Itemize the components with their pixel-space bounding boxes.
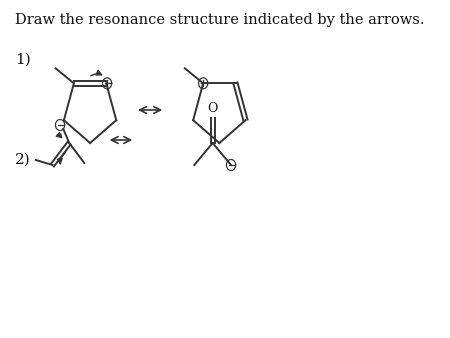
Text: 2): 2)	[15, 153, 31, 167]
Text: Draw the resonance structure indicated by the arrows.: Draw the resonance structure indicated b…	[15, 13, 424, 27]
Text: O: O	[207, 102, 218, 115]
Text: 1): 1)	[15, 53, 31, 67]
